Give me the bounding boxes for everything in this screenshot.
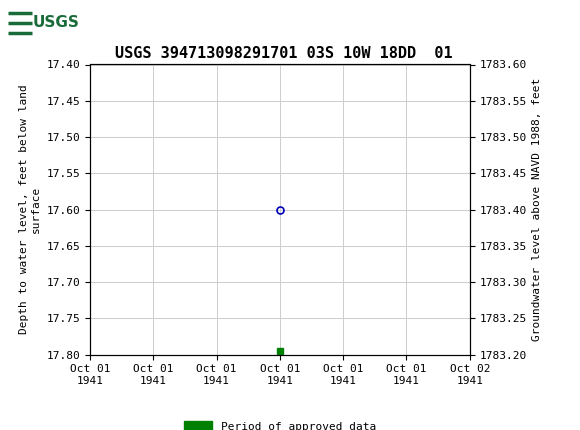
Text: USGS 394713098291701 03S 10W 18DD  01: USGS 394713098291701 03S 10W 18DD 01 bbox=[115, 46, 453, 61]
Y-axis label: Groundwater level above NAVD 1988, feet: Groundwater level above NAVD 1988, feet bbox=[532, 78, 542, 341]
Y-axis label: Depth to water level, feet below land
surface: Depth to water level, feet below land su… bbox=[19, 85, 41, 335]
Text: USGS: USGS bbox=[32, 15, 79, 30]
Legend: Period of approved data: Period of approved data bbox=[179, 417, 380, 430]
Bar bbox=[5, 3, 86, 42]
